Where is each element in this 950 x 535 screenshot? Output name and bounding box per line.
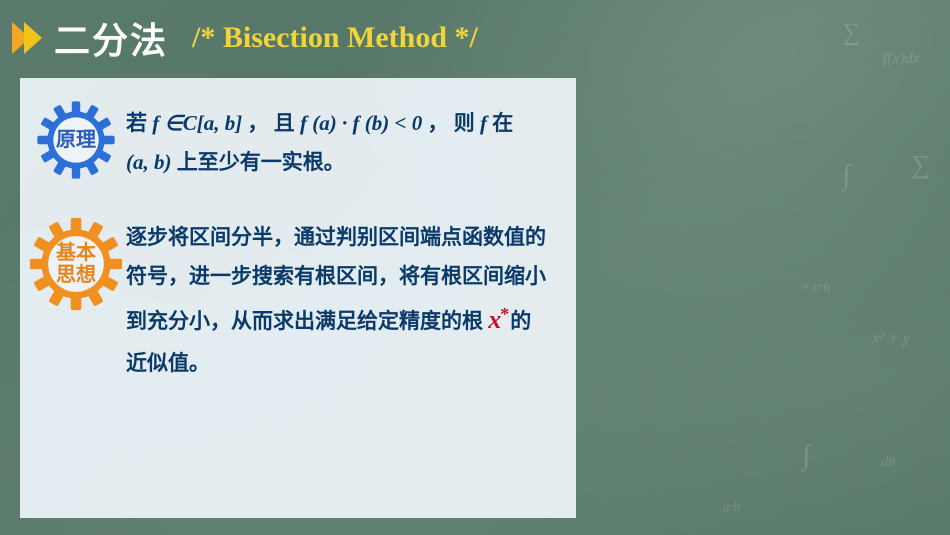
- content-panel: 原理 若 f ∈C[a, b] ， 且 f (a) · f (b) < 0 ， …: [20, 78, 576, 518]
- principle-row: 原理 若 f ∈C[a, b] ， 且 f (a) · f (b) < 0 ， …: [34, 98, 552, 182]
- title-chinese: 二分法: [54, 12, 168, 64]
- idea-gear-badge: 基本 思想: [28, 216, 124, 312]
- x-star-symbol: x*: [488, 305, 510, 334]
- principle-gear-badge: 原理: [34, 98, 118, 182]
- idea-row: 基本 思想 逐步将区间分半，通过判别区间端点函数值的符号，进一步搜索有根区间，将…: [34, 216, 552, 383]
- slide-header: 二分法 /* Bisection Method */: [12, 12, 478, 64]
- idea-text: 逐步将区间分半，通过判别区间端点函数值的符号，进一步搜索有根区间，将有根区间缩小…: [126, 216, 552, 383]
- chevron-icon: [12, 22, 42, 54]
- principle-label: 原理: [56, 129, 96, 151]
- title-english: /* Bisection Method */: [192, 21, 478, 55]
- principle-text: 若 f ∈C[a, b] ， 且 f (a) · f (b) < 0 ， 则 f…: [126, 98, 513, 182]
- idea-label: 基本 思想: [56, 242, 96, 286]
